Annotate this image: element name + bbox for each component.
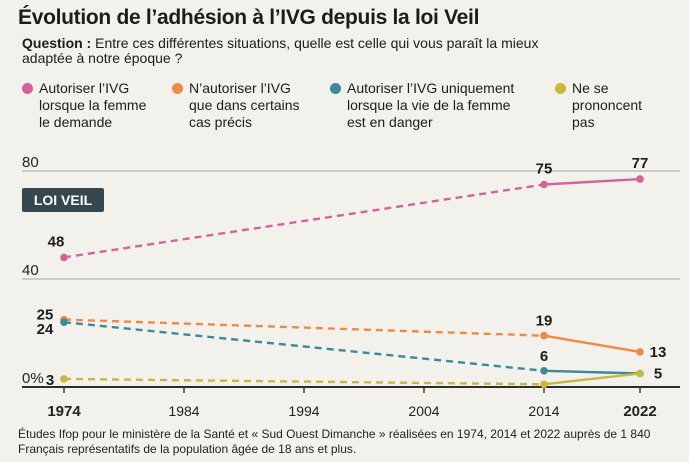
series-line-solid [543,334,641,354]
series-line-solid [543,177,641,186]
data-label: 25 [37,307,54,324]
data-label: 48 [48,233,65,250]
legend-item: N’autoriser l’IVG que dans certains cas … [172,80,300,131]
series-line-solid [543,369,641,375]
legend-dot-icon [330,83,341,94]
data-label: 75 [536,161,553,178]
source-note: Études Ifop pour le ministère de la Sant… [18,427,651,456]
legend-item: Autoriser l’IVG uniquement lorsque la vi… [330,80,514,131]
chart-title: Évolution de l’adhésion à l’IVG depuis l… [18,6,480,29]
question-label: Question : [22,35,92,51]
legend: Autoriser l’IVG lorsque la femme le dema… [0,80,689,140]
legend-dot-icon [555,83,566,94]
question: Question : Entre ces différentes situati… [22,36,582,66]
data-label: 5 [654,366,662,383]
series-line-dashed [63,377,545,386]
data-point [540,180,548,189]
data-point [60,318,68,327]
data-label: 24 [37,321,54,338]
y-tick-label: 40 [22,262,39,279]
data-label: 3 [46,372,54,389]
data-point [540,331,548,340]
question-text: Entre ces différentes situations, quelle… [22,35,539,66]
loi-veil-label: LOI VEIL [34,192,93,208]
data-point [636,369,644,378]
x-tick-label: 1974 [47,403,81,420]
data-label: 77 [632,155,649,172]
data-point [60,375,68,383]
x-tick-label: 2014 [528,403,559,419]
x-tick-label: 2022 [623,403,656,420]
legend-label: Autoriser l’IVG lorsque la femme le dema… [39,80,147,130]
legend-item: Ne se prononcent pas [555,80,642,131]
x-tick-label: 1984 [168,403,199,419]
legend-item: Autoriser l’IVG lorsque la femme le dema… [22,80,146,131]
loi-veil-badge [22,188,104,212]
data-point [636,175,644,183]
data-label: 13 [650,344,667,361]
legend-dot-icon [22,83,33,94]
legend-dot-icon [172,83,183,94]
legend-label: Ne se prononcent pas [572,80,643,130]
data-point [60,253,68,262]
legend-label: Autoriser l’IVG uniquement lorsque la vi… [347,80,515,130]
data-label: 6 [540,348,548,365]
data-point [636,348,644,356]
x-tick-label: 1994 [288,403,319,419]
data-point [540,367,548,375]
legend-label: N’autoriser l’IVG que dans certains cas … [189,80,300,130]
y-tick-label: 0% [22,370,44,387]
x-tick-label: 2004 [408,403,439,419]
series-line-solid [543,372,641,386]
series-line-dashed [63,183,545,259]
series-line-dashed [63,318,545,337]
series-line-dashed [63,321,545,372]
data-label: 19 [536,313,553,330]
data-point [540,380,548,389]
y-tick-label: 80 [22,154,39,171]
